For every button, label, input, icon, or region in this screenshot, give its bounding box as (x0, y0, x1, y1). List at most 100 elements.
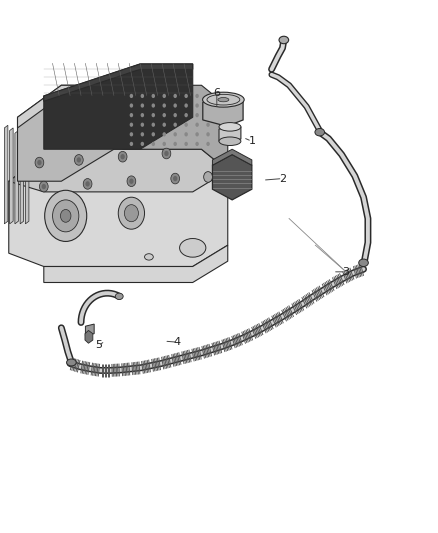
Circle shape (45, 190, 87, 241)
Circle shape (173, 103, 177, 108)
Polygon shape (25, 136, 29, 224)
Circle shape (206, 103, 210, 108)
Circle shape (195, 103, 199, 108)
Circle shape (53, 200, 79, 232)
Polygon shape (20, 133, 24, 224)
Ellipse shape (315, 128, 325, 136)
Text: 3: 3 (343, 267, 350, 277)
Circle shape (173, 142, 177, 146)
Polygon shape (44, 64, 193, 149)
Circle shape (141, 142, 144, 146)
Circle shape (206, 113, 210, 117)
Circle shape (162, 103, 166, 108)
Polygon shape (9, 149, 228, 266)
Circle shape (184, 94, 188, 98)
Circle shape (184, 132, 188, 136)
Circle shape (206, 123, 210, 127)
Circle shape (206, 132, 210, 136)
Circle shape (173, 94, 177, 98)
Text: 2: 2 (279, 174, 286, 183)
Circle shape (184, 142, 188, 146)
Circle shape (162, 94, 166, 98)
Polygon shape (18, 85, 114, 128)
Circle shape (141, 103, 144, 108)
Ellipse shape (145, 254, 153, 260)
Circle shape (195, 132, 199, 136)
Circle shape (141, 123, 144, 127)
Circle shape (141, 132, 144, 136)
Polygon shape (85, 324, 94, 336)
Text: 6: 6 (213, 88, 220, 98)
Circle shape (35, 157, 44, 168)
Circle shape (141, 94, 144, 98)
Circle shape (124, 205, 138, 222)
Circle shape (130, 123, 133, 127)
Circle shape (173, 132, 177, 136)
Circle shape (162, 142, 166, 146)
Polygon shape (4, 125, 8, 224)
Circle shape (152, 142, 155, 146)
Circle shape (184, 113, 188, 117)
Circle shape (152, 94, 155, 98)
Circle shape (152, 103, 155, 108)
Polygon shape (219, 127, 241, 141)
Polygon shape (212, 149, 252, 165)
Text: 5: 5 (95, 341, 102, 350)
Circle shape (118, 151, 127, 162)
Circle shape (120, 154, 125, 159)
Ellipse shape (115, 293, 123, 300)
Circle shape (130, 113, 133, 117)
Polygon shape (15, 131, 18, 224)
Circle shape (162, 132, 166, 136)
Circle shape (184, 123, 188, 127)
Circle shape (60, 209, 71, 222)
Polygon shape (212, 155, 252, 200)
Polygon shape (123, 85, 228, 171)
Polygon shape (44, 64, 193, 101)
Circle shape (152, 123, 155, 127)
Circle shape (130, 103, 133, 108)
Circle shape (195, 142, 199, 146)
Ellipse shape (67, 359, 76, 366)
Polygon shape (18, 85, 114, 181)
Circle shape (74, 155, 83, 165)
Ellipse shape (219, 137, 241, 146)
Circle shape (152, 132, 155, 136)
Circle shape (162, 113, 166, 117)
Circle shape (206, 142, 210, 146)
Text: 4: 4 (174, 337, 181, 347)
Text: 1: 1 (248, 136, 255, 146)
Circle shape (130, 94, 133, 98)
Circle shape (141, 113, 144, 117)
Circle shape (130, 132, 133, 136)
Polygon shape (10, 128, 13, 224)
Circle shape (184, 103, 188, 108)
Circle shape (173, 113, 177, 117)
Ellipse shape (180, 239, 206, 257)
Polygon shape (85, 330, 93, 343)
Circle shape (195, 94, 199, 98)
Circle shape (85, 181, 90, 187)
Ellipse shape (359, 259, 368, 266)
Circle shape (39, 181, 48, 192)
Circle shape (164, 151, 169, 156)
Circle shape (83, 179, 92, 189)
Circle shape (37, 160, 42, 165)
Circle shape (77, 157, 81, 163)
Polygon shape (9, 149, 228, 192)
Circle shape (129, 179, 134, 184)
Circle shape (42, 184, 46, 189)
Circle shape (127, 176, 136, 187)
Ellipse shape (219, 123, 241, 131)
Circle shape (195, 113, 199, 117)
Polygon shape (203, 96, 243, 126)
Circle shape (162, 123, 166, 127)
Ellipse shape (202, 92, 244, 107)
Circle shape (206, 94, 210, 98)
Polygon shape (44, 245, 228, 282)
Circle shape (173, 123, 177, 127)
Circle shape (118, 197, 145, 229)
Ellipse shape (279, 36, 289, 44)
Circle shape (162, 148, 171, 159)
Circle shape (152, 113, 155, 117)
